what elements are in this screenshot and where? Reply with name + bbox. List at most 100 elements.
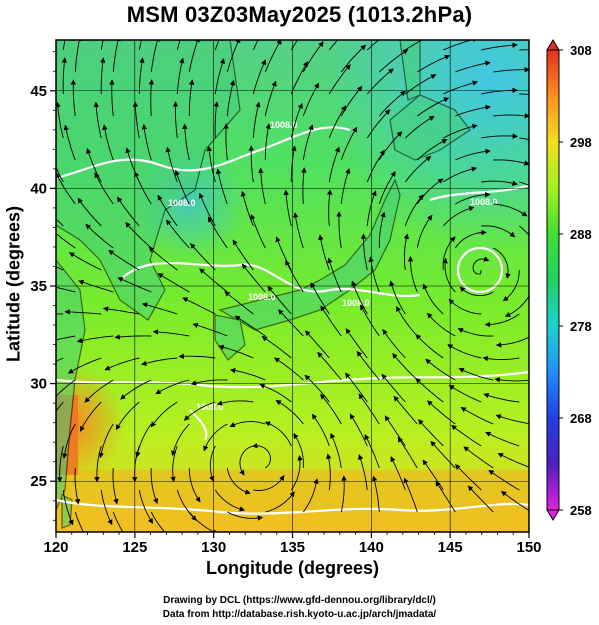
streamline xyxy=(112,511,124,532)
x-tick-label: 150 xyxy=(516,539,541,556)
credit-data: Data from http://database.rish.kyoto-u.a… xyxy=(162,609,437,620)
svg-text:1008.0: 1008.0 xyxy=(248,292,276,302)
streamline xyxy=(519,49,529,51)
streamline xyxy=(229,367,266,381)
y-tick-label: 45 xyxy=(30,83,47,100)
streamline xyxy=(188,511,219,532)
streamline xyxy=(290,455,303,491)
streamline xyxy=(76,335,114,344)
streamline xyxy=(320,305,342,337)
streamline xyxy=(483,392,520,403)
streamline xyxy=(148,79,155,117)
streamline xyxy=(416,139,448,161)
streamline xyxy=(250,213,266,249)
streamline xyxy=(74,467,81,505)
wind-streamlines xyxy=(56,40,529,532)
streamline xyxy=(77,197,102,227)
streamline xyxy=(223,123,229,161)
streamline xyxy=(358,454,368,491)
streamline xyxy=(443,123,478,139)
streamline xyxy=(56,335,76,341)
streamline xyxy=(290,40,299,51)
streamline xyxy=(366,109,391,139)
streamline xyxy=(447,344,482,359)
streamline xyxy=(290,61,309,95)
streamline xyxy=(176,40,181,51)
streamline xyxy=(360,233,368,271)
streamline xyxy=(519,225,529,236)
svg-text:1008.0: 1008.0 xyxy=(470,197,498,207)
chart-title: MSM 03Z03May2025 (1013.2hPa) xyxy=(126,2,473,27)
streamline xyxy=(112,467,119,505)
streamline xyxy=(165,146,178,183)
streamline xyxy=(502,269,520,302)
streamline xyxy=(213,101,220,139)
streamline xyxy=(61,57,68,95)
x-axis-label: Longitude (degrees) xyxy=(205,558,379,578)
streamline xyxy=(188,467,201,503)
streamline xyxy=(403,233,410,271)
streamline xyxy=(157,273,190,293)
x-tick-label: 135 xyxy=(280,539,305,556)
streamline xyxy=(188,40,200,73)
streamline xyxy=(56,101,64,139)
streamline xyxy=(226,467,251,495)
streamline xyxy=(442,236,456,271)
streamline xyxy=(320,393,342,425)
y-tick-label: 30 xyxy=(30,376,47,393)
streamline xyxy=(336,211,342,249)
streamline xyxy=(62,489,74,526)
streamline xyxy=(176,57,185,95)
streamline xyxy=(481,133,518,139)
streamline xyxy=(481,225,516,238)
streamline xyxy=(378,90,407,117)
streamline xyxy=(330,432,342,469)
streamline xyxy=(443,166,478,183)
streamline xyxy=(234,315,266,337)
streamline xyxy=(248,145,254,183)
streamline xyxy=(481,180,518,186)
streamline xyxy=(148,246,178,271)
svg-text:1008.0: 1008.0 xyxy=(342,298,370,308)
svg-text:1008.0: 1008.0 xyxy=(196,402,224,412)
colorbar-bottom-arrow xyxy=(546,509,560,521)
svg-text:1008.0: 1008.0 xyxy=(270,120,298,130)
streamline xyxy=(56,357,64,362)
streamline xyxy=(519,137,529,140)
streamline xyxy=(56,401,64,412)
streamline xyxy=(417,419,444,447)
x-tick-label: 125 xyxy=(122,539,147,556)
streamline xyxy=(125,221,152,249)
streamline xyxy=(443,40,479,51)
streamline xyxy=(310,282,330,315)
streamline xyxy=(240,190,254,227)
streamline xyxy=(74,511,84,532)
streamline xyxy=(188,79,195,116)
streamline xyxy=(390,456,406,491)
streamline xyxy=(404,115,435,139)
colorbar-tick-label: 258 xyxy=(570,503,592,518)
streamline xyxy=(459,286,494,297)
streamline xyxy=(62,40,66,51)
streamline xyxy=(98,423,114,459)
streamline xyxy=(183,401,216,421)
streamline xyxy=(455,60,491,73)
streamline xyxy=(519,181,529,186)
streamline xyxy=(430,440,456,469)
streamline xyxy=(239,445,254,476)
streamline xyxy=(138,40,142,51)
streamline xyxy=(138,57,145,95)
streamline xyxy=(267,285,292,315)
streamline xyxy=(150,511,166,532)
streamline xyxy=(214,58,225,95)
streamline xyxy=(302,478,319,513)
colorbar-top-arrow xyxy=(546,39,560,51)
streamline xyxy=(277,309,304,337)
streamline xyxy=(304,330,330,359)
streamline xyxy=(226,79,236,117)
streamline xyxy=(190,379,228,386)
streamline xyxy=(488,469,520,491)
streamline xyxy=(497,452,529,468)
streamline xyxy=(493,113,529,119)
